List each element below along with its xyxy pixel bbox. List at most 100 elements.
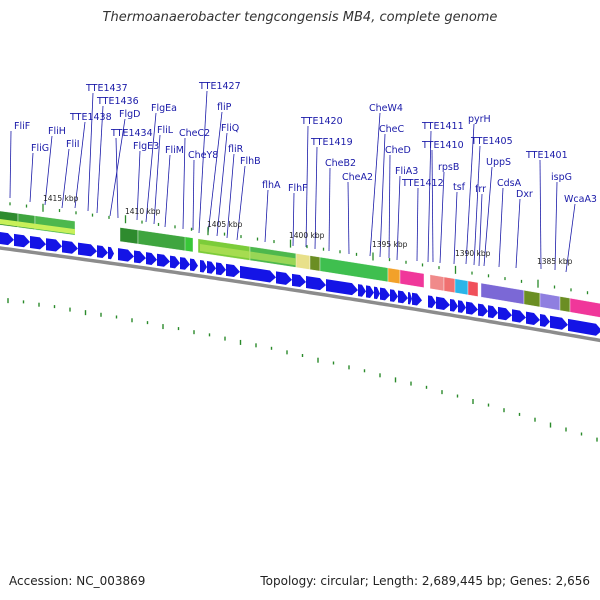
gene-label-flia3[interactable]: FliA3 — [395, 166, 418, 177]
category-block — [523, 290, 541, 308]
gene-label-flig[interactable]: FliG — [31, 143, 49, 154]
gene-arrow — [216, 262, 226, 276]
gene-label-flgd[interactable]: FlgD — [119, 109, 140, 120]
gene-label-flih[interactable]: FliH — [48, 126, 66, 137]
leader-line — [264, 189, 269, 243]
leader-line — [379, 133, 386, 258]
gene-arrow — [14, 233, 30, 248]
gene-label-chew4[interactable]: CheW4 — [369, 103, 403, 114]
gene-label-flge3[interactable]: FlgE3 — [133, 141, 159, 152]
leader-line — [9, 130, 12, 199]
category-block — [454, 278, 469, 296]
leader-line — [145, 112, 157, 223]
gene-label-flha[interactable]: flhA — [262, 180, 281, 191]
gene-label-flgea[interactable]: FlgEa — [151, 103, 177, 114]
gene-label-wcaa3[interactable]: WcaA3 — [564, 194, 597, 205]
label-leaders — [9, 90, 576, 273]
gene-label-flir[interactable]: fliR — [228, 144, 244, 155]
gene-label-rpsb[interactable]: rpsB — [438, 162, 459, 173]
leader-line — [29, 152, 34, 203]
gene-label-tte1420[interactable]: TTE1420 — [300, 116, 343, 127]
leader-line — [61, 148, 70, 209]
category-block — [539, 292, 561, 311]
gene-label-fliq[interactable]: FliQ — [221, 123, 239, 134]
forward-gene-track — [0, 232, 600, 336]
gene-label-cheb2[interactable]: CheB2 — [325, 158, 356, 169]
gene-arrow — [30, 236, 46, 250]
gene-label-frr[interactable]: frr — [475, 184, 486, 195]
gene-arrow — [240, 265, 276, 283]
gene-label-tte1437[interactable]: TTE1437 — [85, 83, 128, 94]
gene-label-chey8[interactable]: CheY8 — [188, 150, 218, 161]
gene-label-tte1411[interactable]: TTE1411 — [421, 121, 464, 132]
page-title: Thermoanaerobacter tengcongensis MB4, co… — [102, 10, 498, 25]
leader-line — [192, 159, 195, 231]
gene-label-flhf[interactable]: FlhF — [288, 183, 308, 194]
gene-arrow — [134, 250, 146, 264]
gene-arrow — [478, 303, 488, 317]
leader-line — [96, 105, 104, 214]
gene-label-pyrh[interactable]: pyrH — [468, 114, 491, 125]
gene-arrow — [498, 306, 512, 321]
gene-label-tte1405[interactable]: TTE1405 — [470, 136, 513, 147]
gene-label-tte1401[interactable]: TTE1401 — [525, 150, 568, 161]
gene-arrow — [200, 260, 207, 273]
leader-line — [153, 134, 161, 225]
gene-label-flim[interactable]: FliM — [165, 145, 184, 156]
gene-arrow — [108, 246, 114, 260]
gene-label-chea2[interactable]: CheA2 — [342, 172, 373, 183]
gene-arrow — [390, 289, 398, 302]
gene-labels: FliF FliG FliH FliI TTE1438 TTE1437 TTE1… — [14, 81, 597, 205]
leader-line — [198, 90, 208, 234]
gene-arrow — [46, 238, 62, 252]
leader-line — [539, 159, 542, 270]
gene-label-tte1410[interactable]: TTE1410 — [421, 140, 464, 151]
gene-label-cdsa[interactable]: CdsA — [497, 178, 522, 189]
gene-label-flhb[interactable]: FlhB — [240, 156, 261, 167]
leader-line — [416, 187, 419, 262]
leader-line — [292, 192, 295, 247]
gene-arrow — [207, 261, 216, 274]
gene-label-flip[interactable]: fliP — [217, 102, 232, 113]
gene-arrow — [568, 318, 600, 336]
leader-line — [369, 112, 381, 257]
category-block — [119, 227, 139, 245]
gene-label-flif[interactable]: FliF — [14, 121, 30, 132]
gene-label-tsf[interactable]: tsf — [453, 182, 466, 193]
gene-label-flii[interactable]: FliI — [66, 139, 80, 150]
gene-label-tte1436[interactable]: TTE1436 — [96, 96, 139, 107]
gene-label-ispg[interactable]: ispG — [551, 172, 572, 183]
functional-category-track — [0, 210, 600, 318]
gene-label-tte1412[interactable]: TTE1412 — [401, 178, 444, 189]
gene-label-flil[interactable]: FliL — [157, 125, 174, 136]
gene-label-tte1438[interactable]: TTE1438 — [69, 112, 112, 123]
scale-ticks — [9, 202, 589, 295]
gene-arrow — [358, 284, 366, 297]
category-block — [387, 267, 401, 285]
gene-label-tte1427[interactable]: TTE1427 — [198, 81, 241, 92]
gene-arrow — [292, 273, 306, 288]
gene-arrow — [512, 309, 526, 323]
gene-arrow — [526, 311, 540, 326]
leader-line — [439, 171, 445, 264]
kbp-label: 1415 kbp — [43, 194, 79, 203]
gene-label-chec[interactable]: CheC — [379, 124, 404, 135]
gene-label-ched[interactable]: CheD — [385, 145, 411, 156]
gene-label-upps[interactable]: UppS — [486, 157, 511, 168]
leader-line — [453, 191, 458, 265]
leader-line — [136, 150, 141, 221]
gene-arrow — [550, 315, 568, 330]
gene-label-dxr[interactable]: Dxr — [516, 189, 533, 200]
leader-line — [396, 175, 401, 261]
leader-line — [44, 135, 53, 206]
gene-arrow — [157, 253, 170, 267]
gene-arrow — [374, 286, 380, 300]
accession-label: Accession: NC_003869 — [9, 574, 146, 588]
topology-summary: Topology: circular; Length: 2,689,445 bp… — [260, 574, 590, 588]
gene-label-chec2[interactable]: CheC2 — [179, 128, 210, 139]
gene-arrow — [436, 296, 450, 310]
gene-label-tte1434[interactable]: TTE1434 — [110, 128, 153, 139]
gene-arrow — [428, 295, 436, 308]
gene-label-tte1419[interactable]: TTE1419 — [310, 137, 353, 148]
